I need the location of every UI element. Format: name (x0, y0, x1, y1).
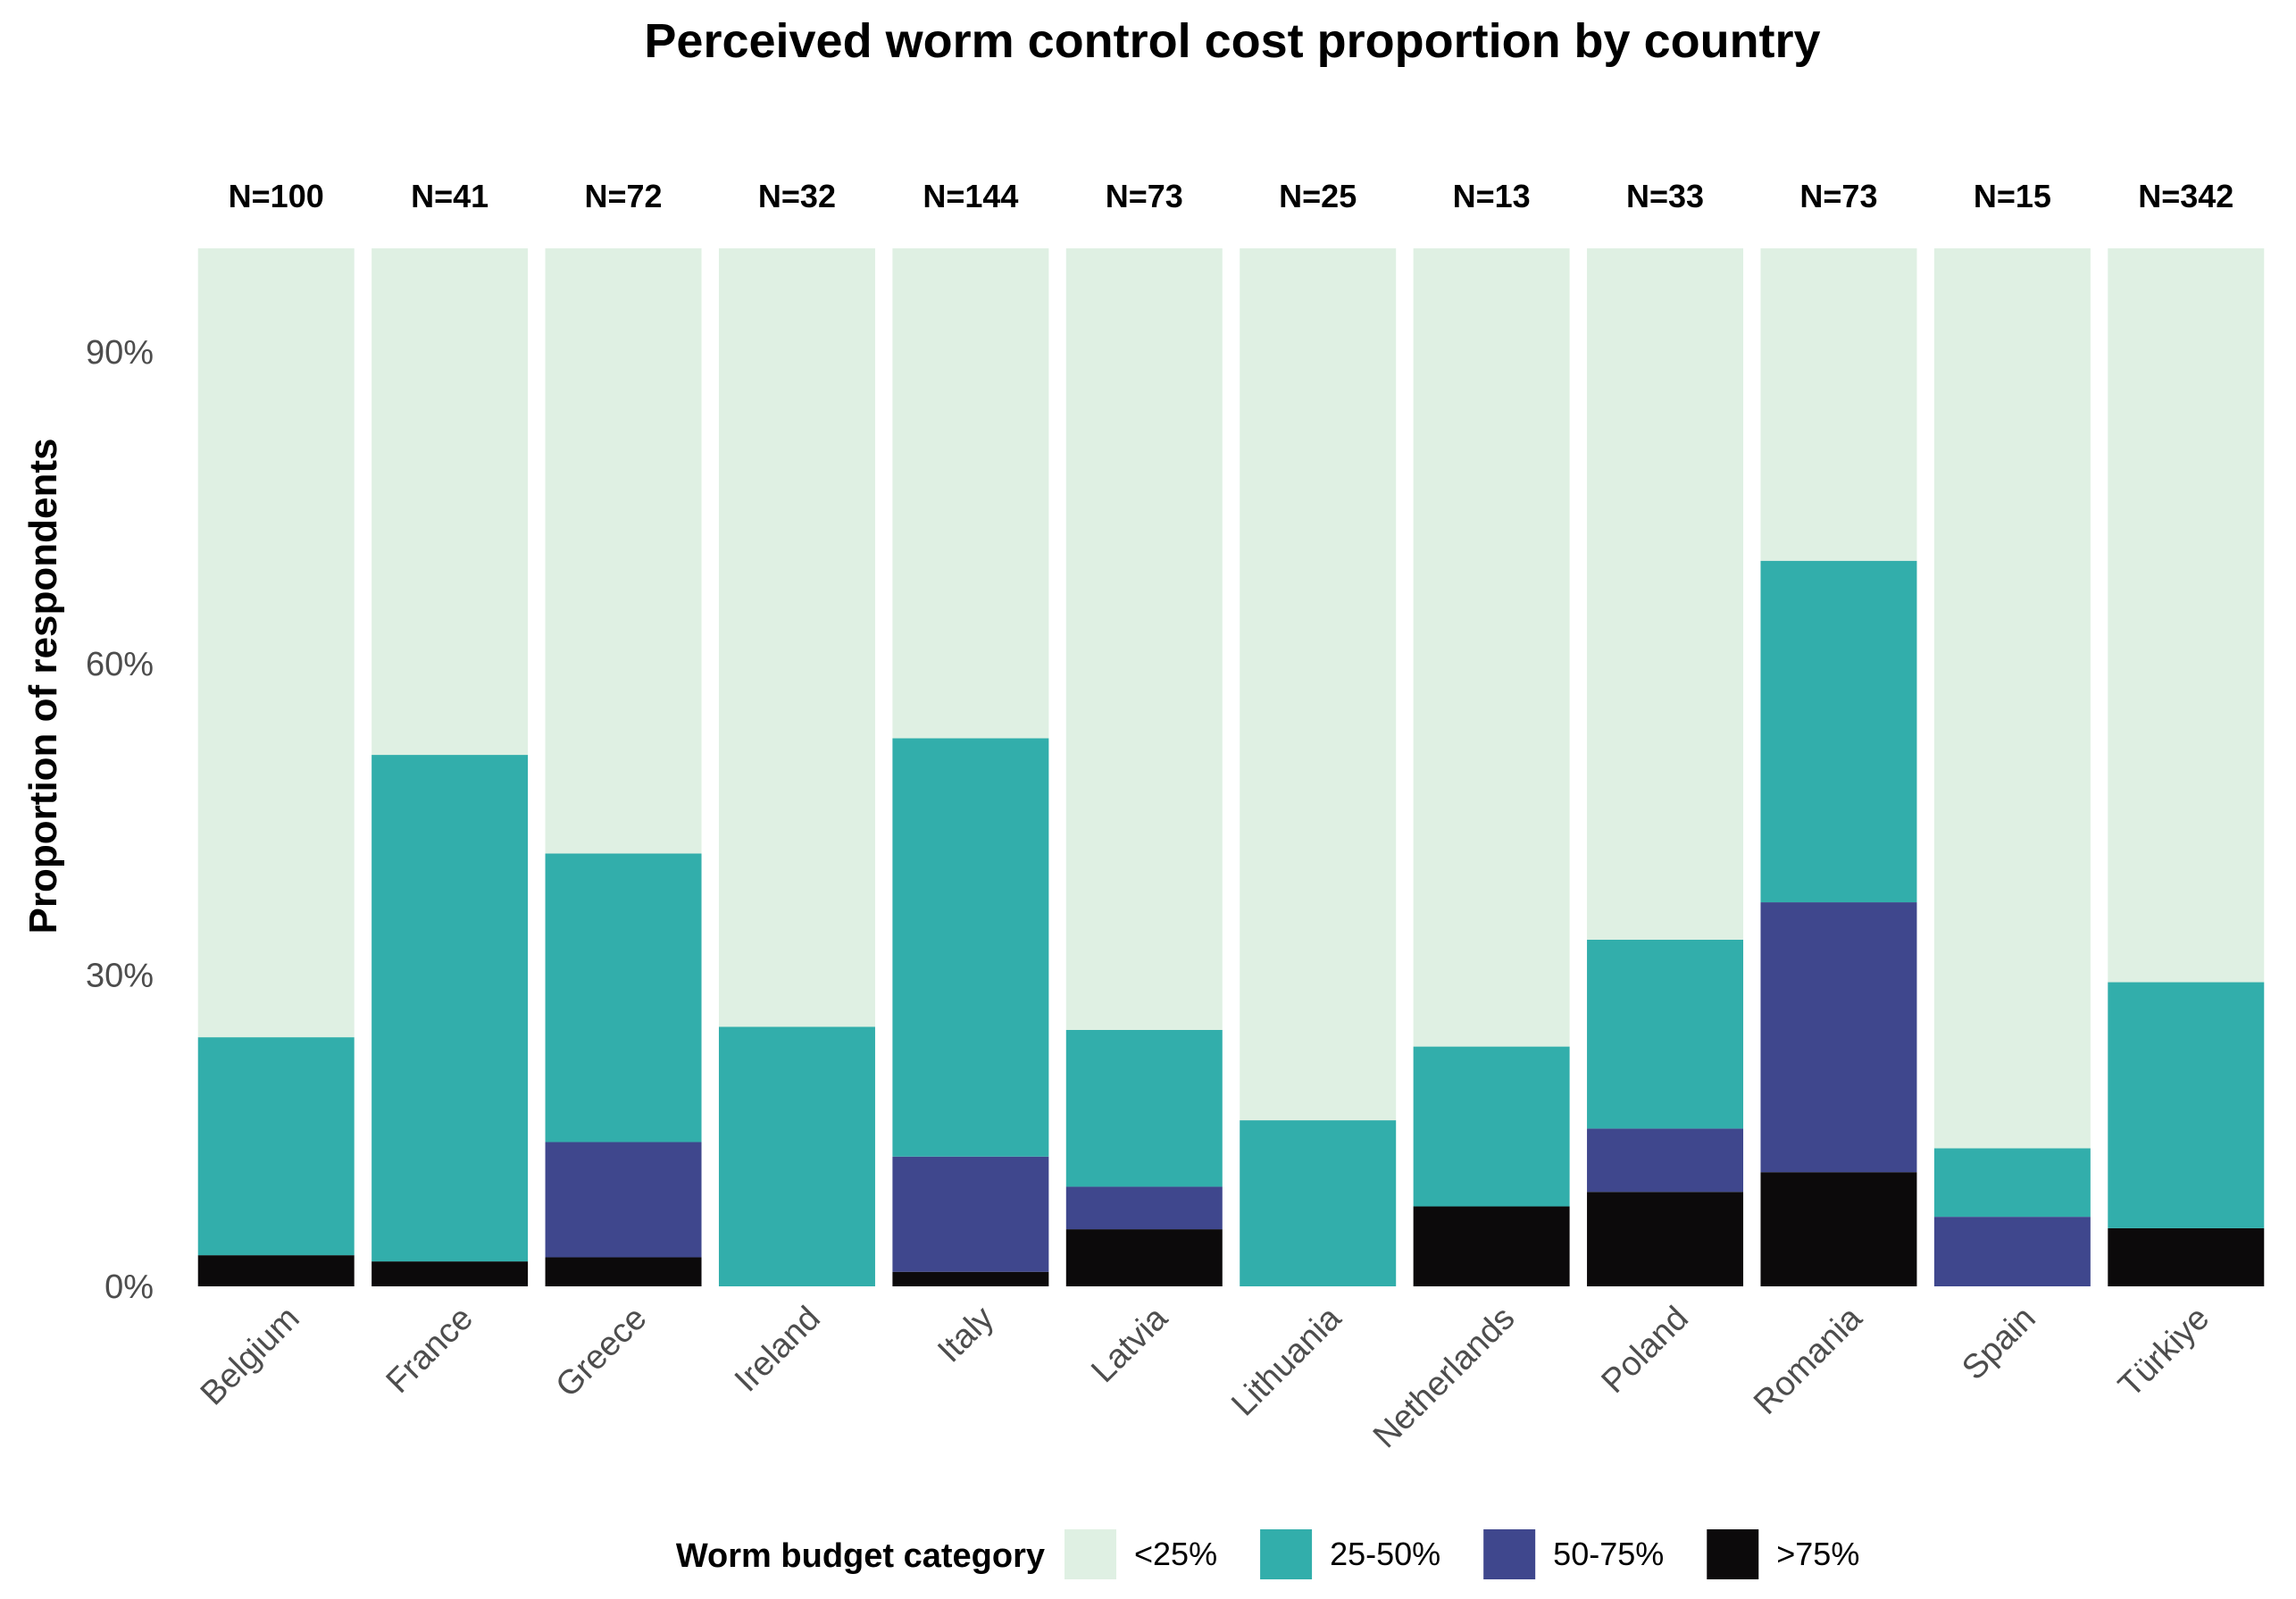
bar-segment (1587, 1128, 1744, 1193)
y-tick-label: 60% (86, 646, 154, 683)
n-label: N=73 (1799, 178, 1877, 214)
bar-segment (1760, 902, 1917, 1173)
bar-segment (1240, 1120, 1397, 1286)
bar-segment (1240, 248, 1397, 1121)
bar-segment (1065, 1229, 1223, 1286)
x-tick-label: Italy (931, 1300, 1001, 1370)
bar-segment (2108, 248, 2265, 983)
bar-segment (1065, 1186, 1223, 1230)
x-tick-label: Romania (1747, 1299, 1870, 1422)
x-tick-label: Lithuania (1224, 1299, 1348, 1423)
y-tick-label: 0% (104, 1268, 154, 1306)
legend-swatch (1707, 1529, 1759, 1579)
bar-segment (1760, 1172, 1917, 1286)
x-tick-label: Poland (1595, 1300, 1696, 1401)
bar-segment (1587, 939, 1744, 1129)
n-label: N=25 (1279, 178, 1357, 214)
legend-label: >75% (1776, 1536, 1859, 1572)
legend-items: <25% 25-50% 50-75% >75% (1065, 1529, 1859, 1579)
n-labels: N=100 N=41 N=72 N=32 N=144 N=73 N=25 N=13 N=33 N=… (229, 178, 2234, 214)
bar-segment (718, 248, 875, 1027)
bar-segment (1933, 1217, 2091, 1286)
n-label: N=15 (1974, 178, 2051, 214)
n-label: N=144 (923, 178, 1018, 214)
x-tick-label: Türkiye (2111, 1300, 2217, 1405)
bar-segment (2108, 982, 2265, 1228)
bar-segment (545, 853, 702, 1143)
bar-segment (892, 738, 1049, 1157)
x-tick-label: Belgium (194, 1300, 307, 1413)
bar-segment (1413, 248, 1570, 1047)
bar-segment (1065, 248, 1223, 1030)
x-tick-label: Spain (1955, 1300, 2042, 1387)
legend-label: 50-75% (1553, 1536, 1664, 1572)
bar-segment (197, 248, 355, 1038)
bar-segment (2108, 1227, 2265, 1286)
legend-swatch (1065, 1529, 1116, 1579)
x-tick-label: Ireland (728, 1300, 828, 1400)
bar-segment (718, 1026, 875, 1286)
bar-segment (892, 1156, 1049, 1272)
bar-segment (1587, 248, 1744, 940)
bar-segment (892, 248, 1049, 739)
bar-segment (1413, 1206, 1570, 1286)
legend-title: Worm budget category (676, 1537, 1045, 1575)
bar-segment (545, 1142, 702, 1258)
legend-label: 25-50% (1330, 1536, 1440, 1572)
bar-segment (372, 1261, 529, 1286)
n-label: N=13 (1453, 178, 1531, 214)
bar-segment (1065, 1029, 1223, 1187)
bar-segment (1413, 1046, 1570, 1207)
legend-swatch (1483, 1529, 1536, 1579)
bar-segment (545, 248, 702, 854)
y-tick-label: 30% (86, 957, 154, 994)
n-label: N=100 (229, 178, 324, 214)
x-tick-label: Latvia (1084, 1299, 1175, 1390)
bar-segment (1933, 1148, 2091, 1218)
bar-segment (1933, 248, 2091, 1149)
bar-segment (545, 1257, 702, 1286)
bars (197, 248, 2265, 1286)
legend: Worm budget category <25% 25-50% 50-75% >75… (676, 1529, 1859, 1579)
n-label: N=73 (1106, 178, 1183, 214)
legend-label: <25% (1134, 1536, 1217, 1572)
legend-swatch (1260, 1529, 1313, 1579)
bar-segment (197, 1037, 355, 1256)
bar-segment (892, 1271, 1049, 1286)
chart-title: Perceived worm control cost proportion b… (644, 14, 1820, 68)
x-tick-label: Netherlands (1366, 1300, 1523, 1456)
n-label: N=33 (1626, 178, 1704, 214)
x-tick-label: Greece (549, 1300, 655, 1405)
x-tick-label: France (380, 1300, 480, 1401)
n-label: N=342 (2138, 178, 2233, 214)
bar-segment (372, 248, 529, 756)
y-axis-label: Proportion of respondents (21, 439, 65, 934)
y-axis-ticks: 0% 30% 60% 90% (86, 334, 154, 1306)
x-axis-ticks: Belgium France Greece Ireland Italy Latvia Lit… (194, 1299, 2217, 1455)
bar-segment (1760, 560, 1917, 903)
bar-segment (372, 755, 529, 1262)
bar-segment (1587, 1192, 1744, 1286)
n-label: N=41 (411, 178, 488, 214)
n-label: N=72 (585, 178, 663, 214)
y-tick-label: 90% (86, 334, 154, 372)
bar-segment (1760, 248, 1917, 561)
n-label: N=32 (758, 178, 836, 214)
bar-segment (197, 1255, 355, 1286)
